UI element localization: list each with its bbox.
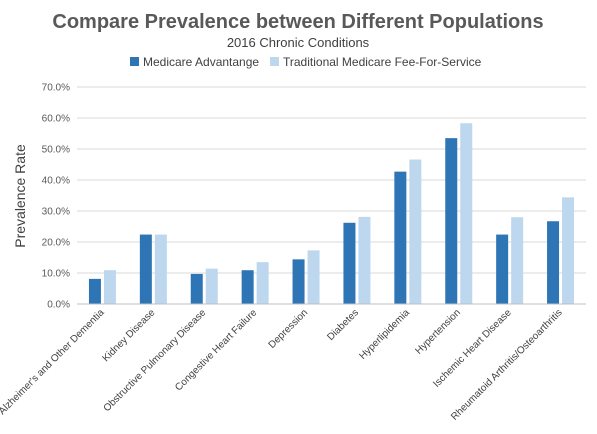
bar-medicare-advantage xyxy=(496,234,509,304)
bars xyxy=(88,123,575,305)
legend: Medicare Advantange Traditional Medicare … xyxy=(130,55,482,69)
bar-medicare-advantage xyxy=(241,270,254,304)
x-tick-label: Diabetes xyxy=(325,307,361,343)
y-tick-label: 60.0% xyxy=(42,114,70,125)
y-tick-label: 20.0% xyxy=(42,238,70,249)
bar-medicare-advantage xyxy=(343,222,356,304)
bar-medicare-advantage xyxy=(190,273,203,304)
bar-traditional-medicare xyxy=(256,262,269,304)
bar-traditional-medicare xyxy=(409,159,422,304)
y-tick-label: 40.0% xyxy=(42,176,70,187)
bar-traditional-medicare xyxy=(205,268,218,304)
x-tick-label: Hypertension xyxy=(413,307,462,356)
chart-title: Compare Prevalence between Different Pop… xyxy=(52,11,543,33)
y-axis-ticks: 0.0% 10.0% 20.0% 30.0% 40.0% 50.0% 60.0% 70.0% xyxy=(42,83,70,311)
legend-label: Traditional Medicare Fee-For-Service xyxy=(283,55,482,69)
chart-subtitle: 2016 Chronic Conditions xyxy=(227,35,370,50)
x-tick-label: Alzheimer's and Other Dementia xyxy=(0,307,107,417)
gridlines xyxy=(77,86,586,274)
bar-traditional-medicare xyxy=(460,123,473,305)
bar-traditional-medicare xyxy=(562,197,575,304)
bar-medicare-advantage xyxy=(547,221,560,304)
legend-swatch xyxy=(130,57,139,66)
y-tick-label: 70.0% xyxy=(42,83,70,94)
x-tick-label: Depression xyxy=(267,307,311,351)
y-tick-label: 50.0% xyxy=(42,145,70,156)
y-axis-label: Prevalence Rate xyxy=(12,144,28,248)
bar-traditional-medicare xyxy=(358,216,371,304)
y-tick-label: 0.0% xyxy=(47,300,70,311)
bar-medicare-advantage xyxy=(394,171,407,304)
bar-medicare-advantage xyxy=(88,278,101,304)
legend-label: Medicare Advantange xyxy=(143,55,259,69)
y-tick-label: 10.0% xyxy=(42,269,70,280)
x-tick-label: Kidney Disease xyxy=(101,307,158,364)
x-tick-label: Hyperlipidemia xyxy=(357,307,412,362)
legend-swatch xyxy=(270,57,279,66)
bar-traditional-medicare xyxy=(511,217,524,304)
bar-traditional-medicare xyxy=(154,234,167,304)
x-tick-label: Rheumatoid Arthritis/Osteoarthritis xyxy=(449,307,564,422)
bar-medicare-advantage xyxy=(139,234,152,304)
bar-medicare-advantage xyxy=(445,138,458,304)
bar-medicare-advantage xyxy=(292,259,305,304)
x-tick-label: Congestive Heart Failure xyxy=(173,307,259,393)
y-tick-label: 30.0% xyxy=(42,207,70,218)
bar-traditional-medicare xyxy=(103,270,116,304)
bar-traditional-medicare xyxy=(307,250,320,304)
x-tick-label: Obstructive Pulmonary Disease xyxy=(102,307,209,414)
